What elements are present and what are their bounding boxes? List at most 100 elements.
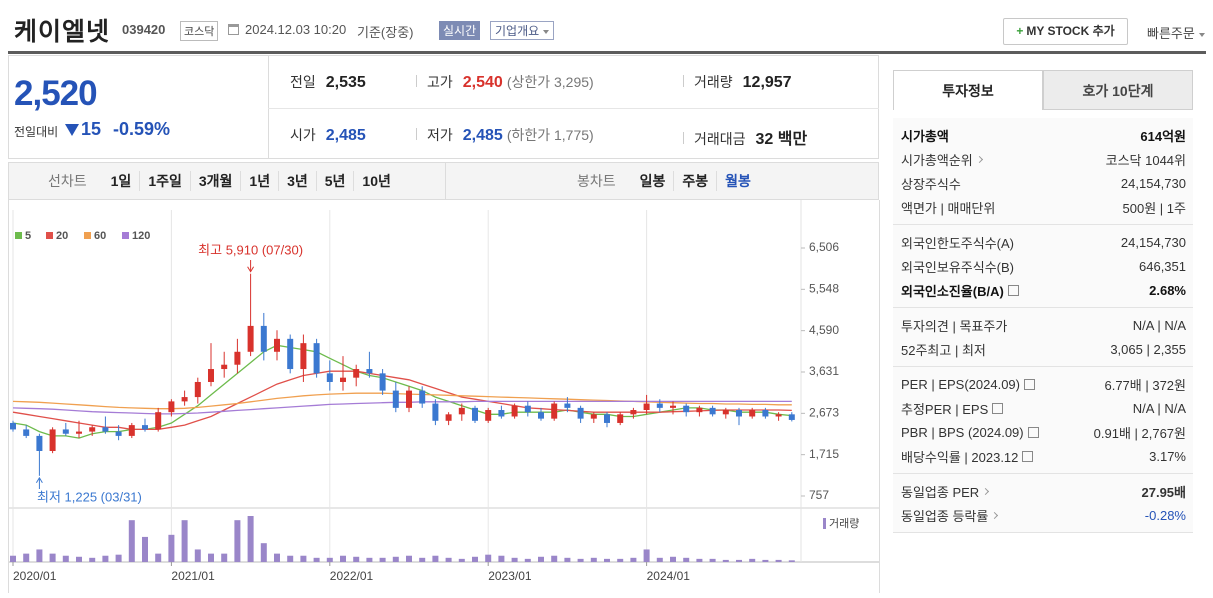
period-button[interactable]: 1년 (240, 171, 278, 191)
volume-bar (604, 558, 610, 562)
x-tick-label: 2024/01 (647, 569, 691, 583)
y-tick-label: 6,506 (809, 240, 839, 254)
period-button[interactable]: 주봉 (673, 171, 716, 191)
info-value: 6.77배 | 372원 (1104, 377, 1186, 393)
quote-sub: (상한가 3,295) (506, 74, 594, 90)
volume-legend-swatch (823, 518, 826, 529)
volume-bar (736, 559, 742, 562)
candle-body (498, 410, 505, 417)
high-annotation: 최고 5,910 (07/30) (198, 242, 303, 257)
info-value: 500원 | 1주 (1122, 200, 1186, 216)
info-row: 외국인보유주식수(B) 646,351 (901, 254, 1186, 278)
y-tick-label: 5,548 (809, 281, 839, 295)
candle-body (432, 403, 439, 421)
y-tick-label: 1,715 (809, 447, 839, 461)
quote-label: 저가 (427, 127, 453, 143)
period-button[interactable]: 1일 (110, 173, 132, 189)
volume-bar (445, 557, 452, 562)
volume-bar (340, 555, 346, 562)
plus-icon: + (1016, 24, 1024, 38)
change-label: 전일대비 (14, 125, 59, 139)
volume-bar (181, 520, 188, 562)
volume-bar (511, 557, 518, 562)
y-tick-label: 3,631 (809, 364, 839, 378)
volume-bar (115, 554, 122, 562)
info-label: 투자의견 | 목표주가 (901, 318, 1008, 334)
info-value: 614억원 (1140, 128, 1186, 144)
volume-bar (260, 543, 267, 562)
candle-body (379, 373, 386, 391)
tab[interactable]: 투자정보 (893, 70, 1043, 110)
info-label: PER | EPS(2024.09) (901, 376, 1020, 392)
moving-average-line (12, 392, 792, 410)
candle-body (564, 403, 571, 408)
volume-bar (551, 555, 558, 562)
quote-label: 시가 (290, 127, 316, 143)
candle-body (458, 407, 465, 415)
info-value: 27.95배 (1141, 484, 1187, 500)
tab[interactable]: 호가 10단계 (1043, 70, 1193, 110)
info-label: 액면가 | 매매단위 (901, 200, 996, 216)
legend-swatch (84, 232, 91, 239)
volume-bar (722, 559, 729, 562)
period-button[interactable]: 3개월 (189, 171, 241, 191)
company-info-button[interactable]: 기업개요 (490, 21, 555, 40)
period-button[interactable]: 10년 (353, 171, 398, 191)
chevron (991, 511, 999, 519)
legend-label: 60 (94, 230, 106, 242)
info-value: 0.91배 | 2,767원 (1093, 425, 1186, 441)
info-value: -0.28% (1144, 507, 1186, 523)
candle-body (247, 325, 254, 352)
y-tick-label: 2,673 (809, 406, 839, 420)
volume-bar (458, 558, 465, 562)
period-button[interactable]: 1주일 (139, 171, 190, 191)
quote-cell: 고가 2,540 (상한가 3,295) (416, 72, 594, 92)
candle-body (485, 410, 492, 421)
info-row: 외국인한도주식수(A) 24,154,730 (901, 230, 1186, 254)
volume-bar (788, 560, 795, 562)
period-button[interactable]: 3년 (278, 171, 316, 191)
period-button[interactable]: 월봉 (716, 171, 759, 191)
candle-body (775, 414, 782, 417)
info-label-wrap: 외국인소진율(B/A) (901, 281, 1019, 300)
candle-body (89, 427, 96, 432)
divider (8, 51, 1206, 54)
caret (1198, 32, 1205, 37)
quote-sub: (하한가 1,775) (506, 127, 594, 143)
volume-bar (128, 520, 135, 562)
volume-bar (168, 534, 175, 562)
my-stock-button[interactable]: + MY STOCK 추가 (1003, 18, 1128, 45)
x-tick-label: 2022/01 (330, 569, 374, 583)
current-price: 2,520 (14, 74, 98, 113)
volume-bar (749, 558, 756, 562)
legend-label: 20 (56, 230, 68, 242)
quote-value: 32 백만 (755, 131, 808, 148)
candle-body (722, 410, 729, 415)
period-button[interactable]: 일봉 (639, 173, 666, 189)
info-label-wrap: 시가총액순위 (901, 150, 983, 169)
volume-bar (564, 557, 571, 562)
quick-order[interactable]: 빠른주문 (1147, 23, 1205, 42)
candle-body (472, 407, 478, 421)
info-group: 시가총액 614억원 시가총액순위 코스닥 1044위 상장주식수 24,154,730 액… (893, 118, 1193, 225)
candle-body (300, 343, 307, 370)
chart-panel: 2020/01 2021/01 2022/01 2023/01 2024/01 757 1,… (8, 200, 880, 593)
candle-body (76, 431, 82, 434)
info-row: 시가총액순위 코스닥 1044위 (901, 147, 1186, 171)
x-tick-label: 2020/01 (13, 569, 57, 583)
volume-bar (287, 555, 294, 562)
info-group: PER | EPS(2024.09) 6.77배 | 372원 추정PER | EP… (893, 367, 1193, 474)
divider (445, 162, 446, 200)
realtime-badge[interactable]: 실시간 (439, 21, 481, 40)
quote-cell: 시가 2,485 (290, 125, 366, 145)
candle-body (194, 381, 201, 398)
info-value: 24,154,730 (1120, 234, 1186, 250)
info-value: N/A | N/A (1132, 317, 1186, 333)
chevron (982, 487, 990, 495)
y-tick-label: 757 (809, 488, 829, 502)
info-label: PBR | BPS (2024.09) (901, 424, 1024, 440)
period-button[interactable]: 5년 (315, 171, 354, 191)
info-row: 52주최고 | 최저 3,065 | 2,355 (901, 337, 1186, 361)
volume-bar (247, 516, 254, 562)
